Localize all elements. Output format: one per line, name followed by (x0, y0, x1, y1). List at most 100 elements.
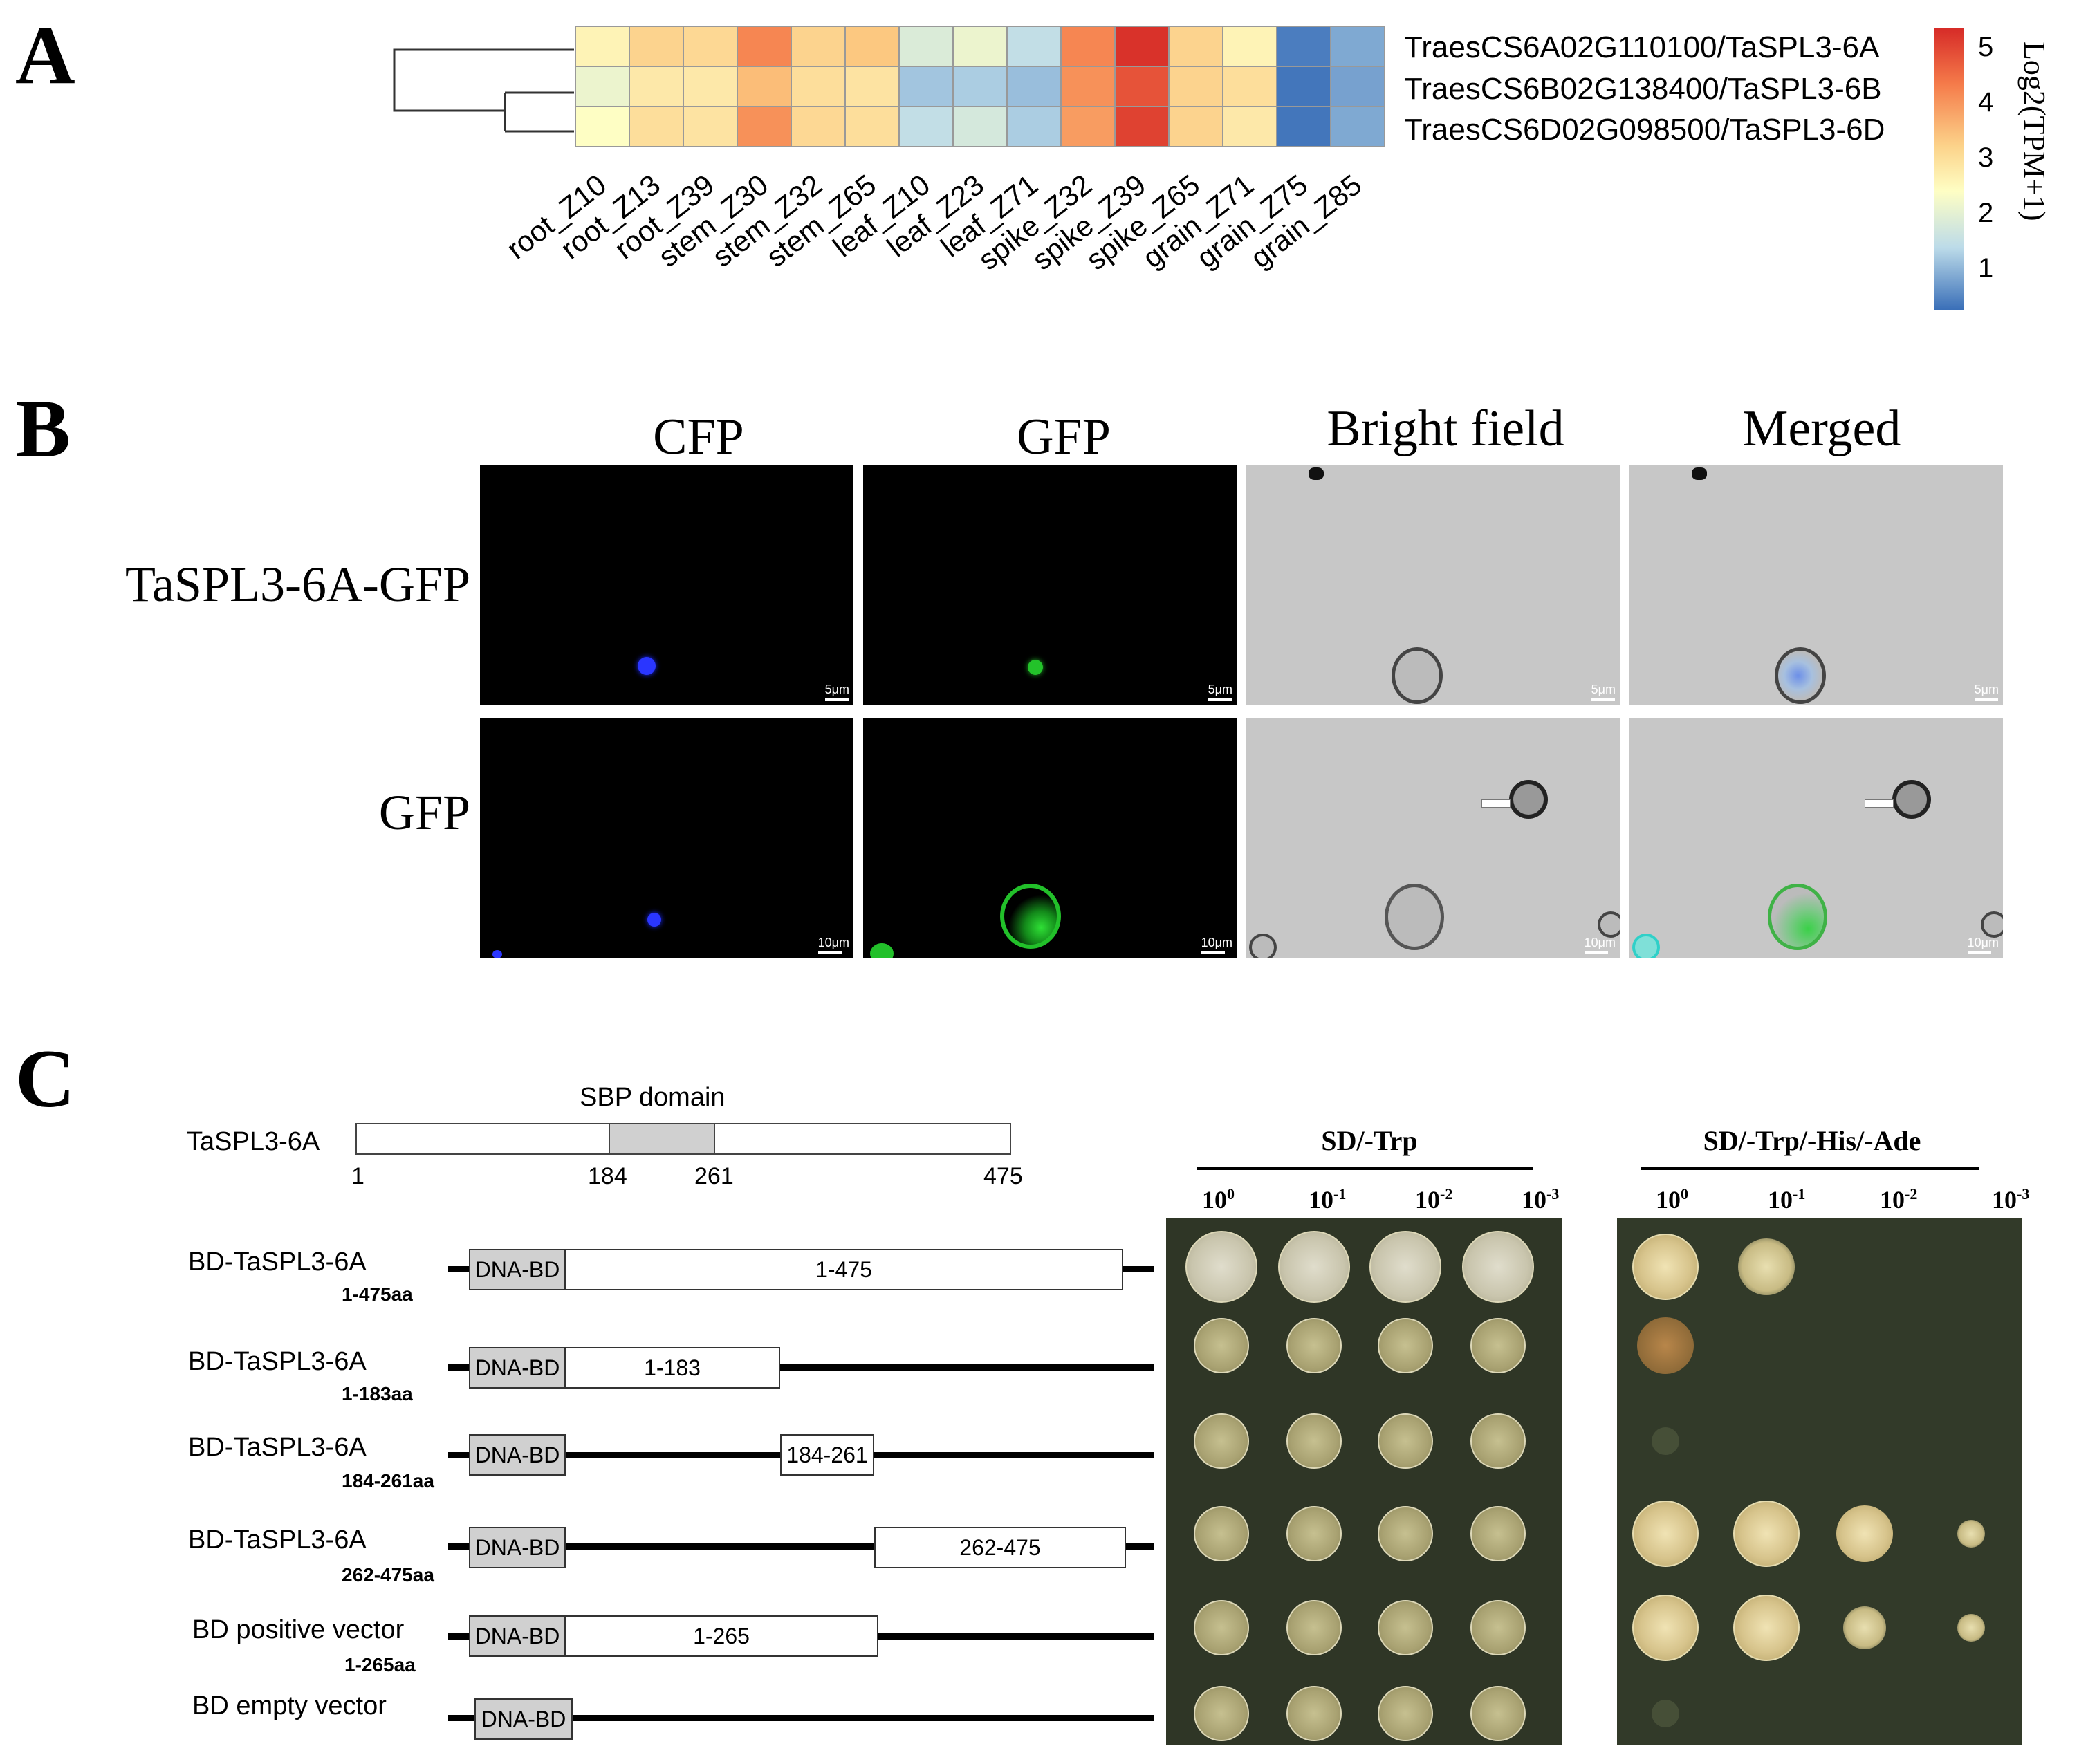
yeast-spot (1652, 1427, 1679, 1455)
image-merged-fusion: 5μm (1629, 465, 2003, 705)
heatmap-cell (737, 26, 791, 66)
heatmap-cell (1115, 66, 1169, 106)
image-gfp-fusion: 5μm (863, 465, 1237, 705)
heatmap-cell (629, 106, 683, 147)
yeast-spot (1470, 1686, 1526, 1741)
nucleus-marker (492, 950, 502, 958)
colorbar (1934, 28, 1964, 310)
yeast-spot (1843, 1606, 1886, 1649)
heatmap-cell (1223, 26, 1277, 66)
construct-range: 1-265aa (344, 1654, 416, 1675)
plate-title-right: SD/-Trp/-His/-Ade (1703, 1125, 1921, 1156)
heatmap-cell (737, 66, 791, 106)
fragment-box: 1-475 (564, 1249, 1123, 1290)
heatmap-cell (791, 26, 845, 66)
heatmap-cell (575, 106, 629, 147)
yeast-spot (1378, 1413, 1433, 1469)
gfp-cell (1768, 884, 1827, 950)
image-cfp-gfp: 10μm (480, 718, 853, 958)
protoplast (1892, 780, 1931, 819)
yeast-spot (1470, 1600, 1526, 1655)
colorbar-tick-5: 5 (1978, 32, 1994, 62)
scalebar: 5μm (1974, 683, 1999, 701)
yeast-spot (1957, 1614, 1985, 1642)
scalebar: 10μm (1967, 936, 1999, 954)
heatmap-cell (1169, 66, 1223, 106)
heatmap-cell (1223, 66, 1277, 106)
construct-range: 1-183aa (342, 1383, 413, 1404)
yeast-spot (1378, 1506, 1433, 1561)
col-head-bright: Bright field (1327, 400, 1564, 457)
scalebar: 5μm (824, 683, 849, 701)
yeast-spot (1378, 1318, 1433, 1373)
dna-bd-box: DNA-BD (474, 1698, 573, 1740)
colorbar-tick-1: 1 (1978, 253, 1994, 284)
row-head-gfp: GFP (378, 785, 470, 840)
nucleus-marker (638, 657, 656, 675)
yeast-spot (1194, 1318, 1249, 1373)
pos-475: 475 (983, 1163, 1023, 1189)
scalebar: 10μm (817, 936, 849, 954)
pos-184: 184 (588, 1163, 627, 1189)
yeast-spot (1378, 1686, 1433, 1741)
fragment-box: 1-265 (564, 1615, 878, 1657)
nucleus-marker (647, 913, 661, 927)
yeast-spot (1462, 1231, 1534, 1303)
heatmap-cell (683, 106, 737, 147)
heatmap-cell (1115, 26, 1169, 66)
heatmap-cell (953, 66, 1007, 106)
yeast-spot (1470, 1318, 1526, 1373)
heatmap-cell (1169, 26, 1223, 66)
vector-line (448, 1715, 1154, 1721)
protoplast (1385, 884, 1444, 950)
plate-sd-trp-his-ade (1617, 1218, 2022, 1745)
dilution-label: 100 (1656, 1185, 1688, 1214)
dilution-label: 10-2 (1880, 1185, 1918, 1214)
yeast-spot (1632, 1234, 1699, 1300)
dna-bd-box: DNA-BD (469, 1434, 566, 1476)
dilution-label: 10-3 (1522, 1185, 1560, 1214)
construct-name: BD empty vector (192, 1691, 387, 1720)
col-head-gfp: GFP (1017, 409, 1111, 465)
heatmap-cell (1277, 66, 1331, 106)
heatmap-cell (845, 26, 899, 66)
heatmap-cell (1331, 106, 1385, 147)
image-gfp-gfp: 10μm (863, 718, 1237, 958)
construct-range: 262-475aa (342, 1564, 434, 1586)
heatmap-cell (683, 66, 737, 106)
dilution-label: 10-1 (1768, 1185, 1806, 1214)
gfp-cell (1632, 934, 1660, 958)
construct-name: BD-TaSPL3-6A (188, 1347, 367, 1376)
pos-1: 1 (351, 1163, 364, 1189)
heatmap-cell (953, 26, 1007, 66)
heatmap-cell (1331, 66, 1385, 106)
image-merged-gfp: 10μm (1629, 718, 2003, 958)
construct-range: 1-475aa (342, 1283, 413, 1305)
heatmap-cell (1169, 106, 1223, 147)
debris (1481, 799, 1511, 808)
protoplast (1392, 647, 1443, 704)
construct-range: 184-261aa (342, 1470, 434, 1492)
yeast-spot (1470, 1413, 1526, 1469)
image-bright-fusion: 5μm (1246, 465, 1620, 705)
protoplast (1509, 780, 1548, 819)
colorbar-tick-2: 2 (1978, 198, 1994, 228)
gfp-cell (870, 943, 894, 958)
protoplast (1249, 934, 1277, 958)
yeast-spot (1194, 1600, 1249, 1655)
domain-label: SBP domain (580, 1083, 726, 1112)
vector-line (448, 1543, 1154, 1550)
fragment-box: 1-183 (564, 1347, 780, 1389)
heatmap-cell (575, 66, 629, 106)
plate-title-left: SD/-Trp (1321, 1125, 1418, 1156)
heatmap-cell (791, 106, 845, 147)
gene-label-6a: TraesCS6A02G110100/TaSPL3-6A (1404, 30, 1880, 64)
dilution-label: 10-3 (1992, 1185, 2030, 1214)
fragment-box: 262-475 (874, 1527, 1126, 1568)
heatmap-cell (899, 66, 953, 106)
yeast-spot (1369, 1231, 1441, 1303)
heatmap-cell (1007, 66, 1061, 106)
yeast-spot (1194, 1413, 1249, 1469)
yeast-spot (1286, 1600, 1342, 1655)
scalebar: 10μm (1201, 936, 1232, 954)
